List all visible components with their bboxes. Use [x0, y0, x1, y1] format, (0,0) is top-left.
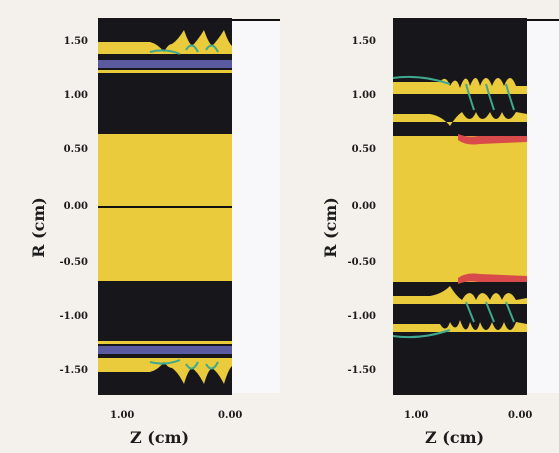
- y-tick-label: -1.00: [347, 311, 376, 322]
- upper-band-outer: [393, 78, 527, 94]
- y-axis-label: R (cm): [28, 197, 48, 258]
- lower-turbulence: [392, 301, 515, 339]
- y-tick-label: 0.50: [351, 144, 376, 155]
- lower-turbulence: [149, 359, 219, 370]
- plasma-column: [393, 136, 527, 282]
- y-tick-label: 1.00: [63, 90, 88, 101]
- upper-liner-edge: [98, 70, 232, 73]
- upper-band-inner: [393, 112, 527, 126]
- x-tick-label: 0.00: [218, 410, 243, 421]
- y-tick-label: -0.50: [59, 257, 88, 268]
- upper-edge-layer: [458, 134, 527, 145]
- y-tick-label: -1.50: [59, 365, 88, 376]
- lower-shell: [98, 358, 232, 384]
- frame-area: [526, 20, 559, 393]
- y-tick-label: 1.50: [351, 36, 376, 47]
- y-axis-label: R (cm): [320, 197, 340, 258]
- y-tick-label: 0.00: [63, 201, 88, 212]
- upper-turbulence: [392, 75, 515, 111]
- x-axis-label: Z (cm): [130, 428, 190, 447]
- right-simulation-panel: 1.50 1.00 0.50 0.00 -0.50 -1.00 -1.50 R …: [280, 0, 559, 453]
- x-tick-label: 0.00: [508, 410, 533, 421]
- lower-edge-layer: [458, 273, 527, 284]
- y-tick-label: 1.00: [351, 90, 376, 101]
- x-tick-label: 1.00: [404, 410, 429, 421]
- upper-turbulence: [149, 44, 219, 55]
- y-tick-label: 0.00: [351, 201, 376, 212]
- lower-liner-edge: [98, 341, 232, 344]
- lower-band-inner: [393, 286, 527, 304]
- y-tick-label: -1.50: [347, 365, 376, 376]
- upper-liner: [98, 60, 232, 68]
- left-density-map: [98, 18, 280, 395]
- y-tick-label: 1.50: [63, 36, 88, 47]
- left-simulation-panel: 1.50 1.00 0.50 0.00 -0.50 -1.00 -1.50 R …: [28, 18, 280, 447]
- frame-area: [232, 20, 280, 393]
- y-tick-label: 0.50: [63, 144, 88, 155]
- lower-band-outer: [393, 320, 527, 332]
- lower-liner: [98, 346, 232, 354]
- x-axis-label: Z (cm): [425, 428, 485, 447]
- right-density-map: [392, 18, 559, 395]
- y-tick-label: -1.00: [59, 311, 88, 322]
- y-tick-label: -0.50: [347, 257, 376, 268]
- x-tick-label: 1.00: [110, 410, 135, 421]
- upper-shell: [98, 30, 232, 54]
